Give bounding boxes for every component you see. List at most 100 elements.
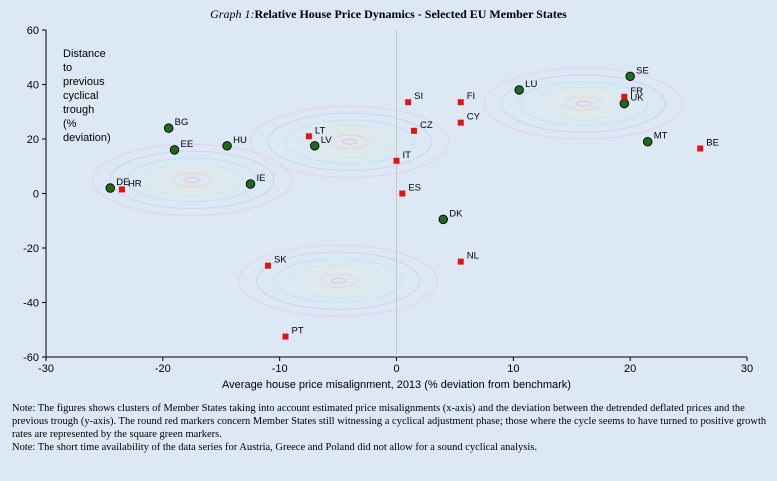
contour-ellipse [330, 277, 346, 284]
y-axis-title-line: (% [63, 118, 77, 130]
y-tick-label: 60 [27, 25, 39, 37]
label-cz: CZ [420, 120, 433, 131]
x-tick-label: -10 [272, 363, 288, 375]
point-es [399, 190, 406, 197]
point-mt [642, 136, 653, 147]
x-tick-label: -20 [155, 363, 171, 375]
y-tick-label: 40 [27, 80, 39, 92]
y-axis-title-line: cyclical [63, 90, 99, 102]
contour-ellipse [550, 92, 617, 115]
point-hu [222, 141, 232, 151]
point-de [105, 183, 116, 193]
contour-ellipse [285, 119, 415, 164]
label-lu: LU [525, 79, 537, 90]
point-si [405, 99, 412, 106]
label-be: BE [706, 138, 719, 149]
y-axis-title-line: deviation) [63, 132, 111, 144]
point-uk [619, 98, 630, 109]
cluster-contours [92, 67, 684, 317]
contour-ellipse [483, 67, 684, 140]
label-hr: HR [128, 178, 142, 189]
x-tick-label: 10 [507, 363, 519, 375]
contour-ellipse [304, 269, 372, 293]
label-de: DE [116, 177, 129, 188]
label-mt: MT [654, 131, 668, 142]
label-dk: DK [449, 208, 463, 219]
point-be [697, 145, 704, 152]
point-hr [118, 186, 125, 193]
point-lu [514, 85, 524, 95]
point-fr [621, 93, 628, 100]
point-cy [457, 119, 464, 126]
contour-ellipse [92, 144, 292, 216]
chart-title-text: Relative House Price Dynamics - Selected… [254, 7, 567, 21]
contour-ellipse [330, 134, 369, 149]
label-ie: IE [256, 173, 265, 184]
contour-ellipse [255, 251, 421, 310]
y-tick-label: -40 [23, 298, 39, 310]
label-pt: PT [292, 326, 304, 337]
axis-ticks: -30 -20 -10 0 10 20 30 -60 -40 -20 0 20 40 60 [23, 25, 753, 375]
note-1: Note: The figures shows clusters of Memb… [12, 403, 767, 440]
contour-ellipse [290, 263, 386, 298]
point-nl [457, 258, 464, 265]
y-axis-title: Distance to previous cyclical trough (% deviat… [63, 47, 133, 145]
chart-title: Graph 1:Relative House Price Dynamics - … [0, 7, 777, 22]
point-pt [282, 333, 289, 340]
label-nl: NL [467, 251, 479, 262]
label-uk: UK [630, 93, 644, 104]
contour-ellipse [267, 112, 432, 171]
x-tick-label: 0 [393, 363, 399, 375]
data-points: BG EE HU DE IE LV LU SE UK MT DK HR LT SI FI CZ CY IT ES FR… [105, 65, 719, 340]
label-sk: SK [274, 255, 287, 266]
label-si: SI [414, 91, 423, 102]
contour-ellipse [144, 163, 240, 197]
point-lt [305, 133, 312, 140]
x-tick-label: -30 [38, 363, 54, 375]
contour-ellipse [184, 177, 200, 183]
label-it: IT [403, 150, 412, 161]
contour-ellipse [158, 168, 226, 192]
note-2: Note: The short time availability of the… [12, 442, 537, 453]
point-bg [163, 123, 174, 133]
label-es: ES [408, 183, 421, 194]
point-it [393, 157, 400, 164]
contour-ellipse [342, 138, 358, 145]
y-axis-title-line: to [63, 62, 73, 74]
y-axis-title-line: trough [63, 104, 95, 116]
label-fi: FI [467, 91, 475, 102]
y-tick-label: 20 [27, 134, 39, 146]
contour-ellipse [564, 96, 603, 111]
contour-ellipse [172, 172, 212, 187]
label-lv: LV [321, 135, 333, 146]
axes [45, 30, 747, 358]
point-lv [309, 141, 320, 151]
y-axis-title-line: previous [63, 76, 105, 88]
point-sk [264, 262, 271, 269]
label-bg: BG [175, 117, 189, 128]
x-axis-title: Average house price misalignment, 2013 (… [222, 379, 571, 391]
contour-ellipse [273, 258, 403, 303]
notes: Note: The figures shows clusters of Memb… [12, 402, 772, 454]
point-dk [438, 214, 448, 225]
contour-ellipse [250, 105, 450, 178]
point-se [625, 71, 635, 82]
label-cy: CY [467, 112, 481, 123]
y-tick-label: -60 [23, 352, 39, 364]
point-ie [245, 179, 256, 189]
x-tick-label: 20 [624, 363, 636, 375]
contour-ellipse [536, 86, 631, 121]
label-se: SE [636, 65, 649, 76]
label-lt: LT [315, 125, 326, 136]
chart-title-prefix: Graph 1: [210, 7, 255, 21]
y-axis-title-line: Distance [63, 48, 106, 60]
label-hu: HU [233, 135, 247, 146]
point-ee [169, 145, 180, 155]
contour-ellipse [238, 244, 438, 317]
contour-ellipse [501, 74, 666, 133]
contour-ellipse [127, 157, 257, 203]
y-tick-label: 0 [33, 189, 39, 201]
point-fi [457, 99, 464, 106]
point-cz [411, 127, 418, 134]
y-tick-label: -20 [23, 243, 39, 255]
